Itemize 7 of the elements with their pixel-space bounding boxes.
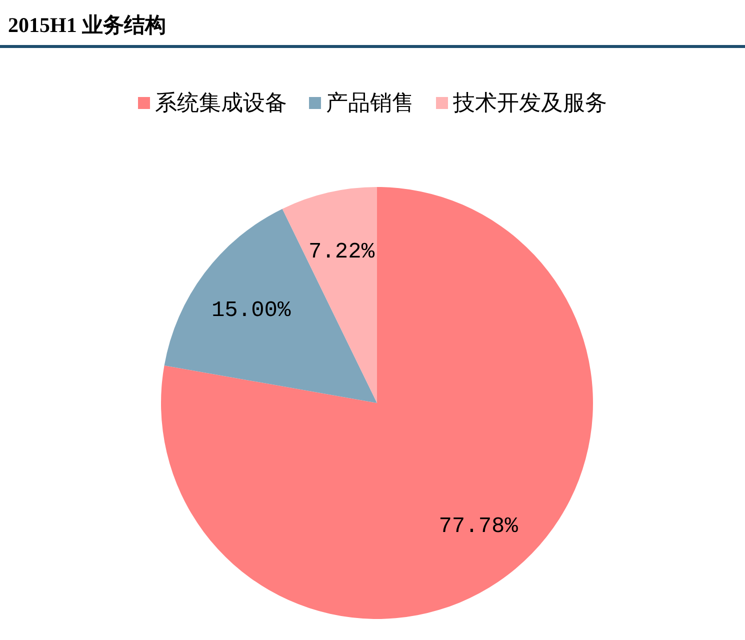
data-label: 15.00% <box>211 298 292 324</box>
chart-title: 2015H1 业务结构 <box>8 13 166 37</box>
legend-label: 系统集成设备 <box>155 91 287 116</box>
data-label: 7.22% <box>308 239 376 264</box>
legend-label: 产品销售 <box>326 91 414 116</box>
data-label: 77.78% <box>438 514 519 539</box>
legend-label: 技术开发及服务 <box>452 91 607 116</box>
